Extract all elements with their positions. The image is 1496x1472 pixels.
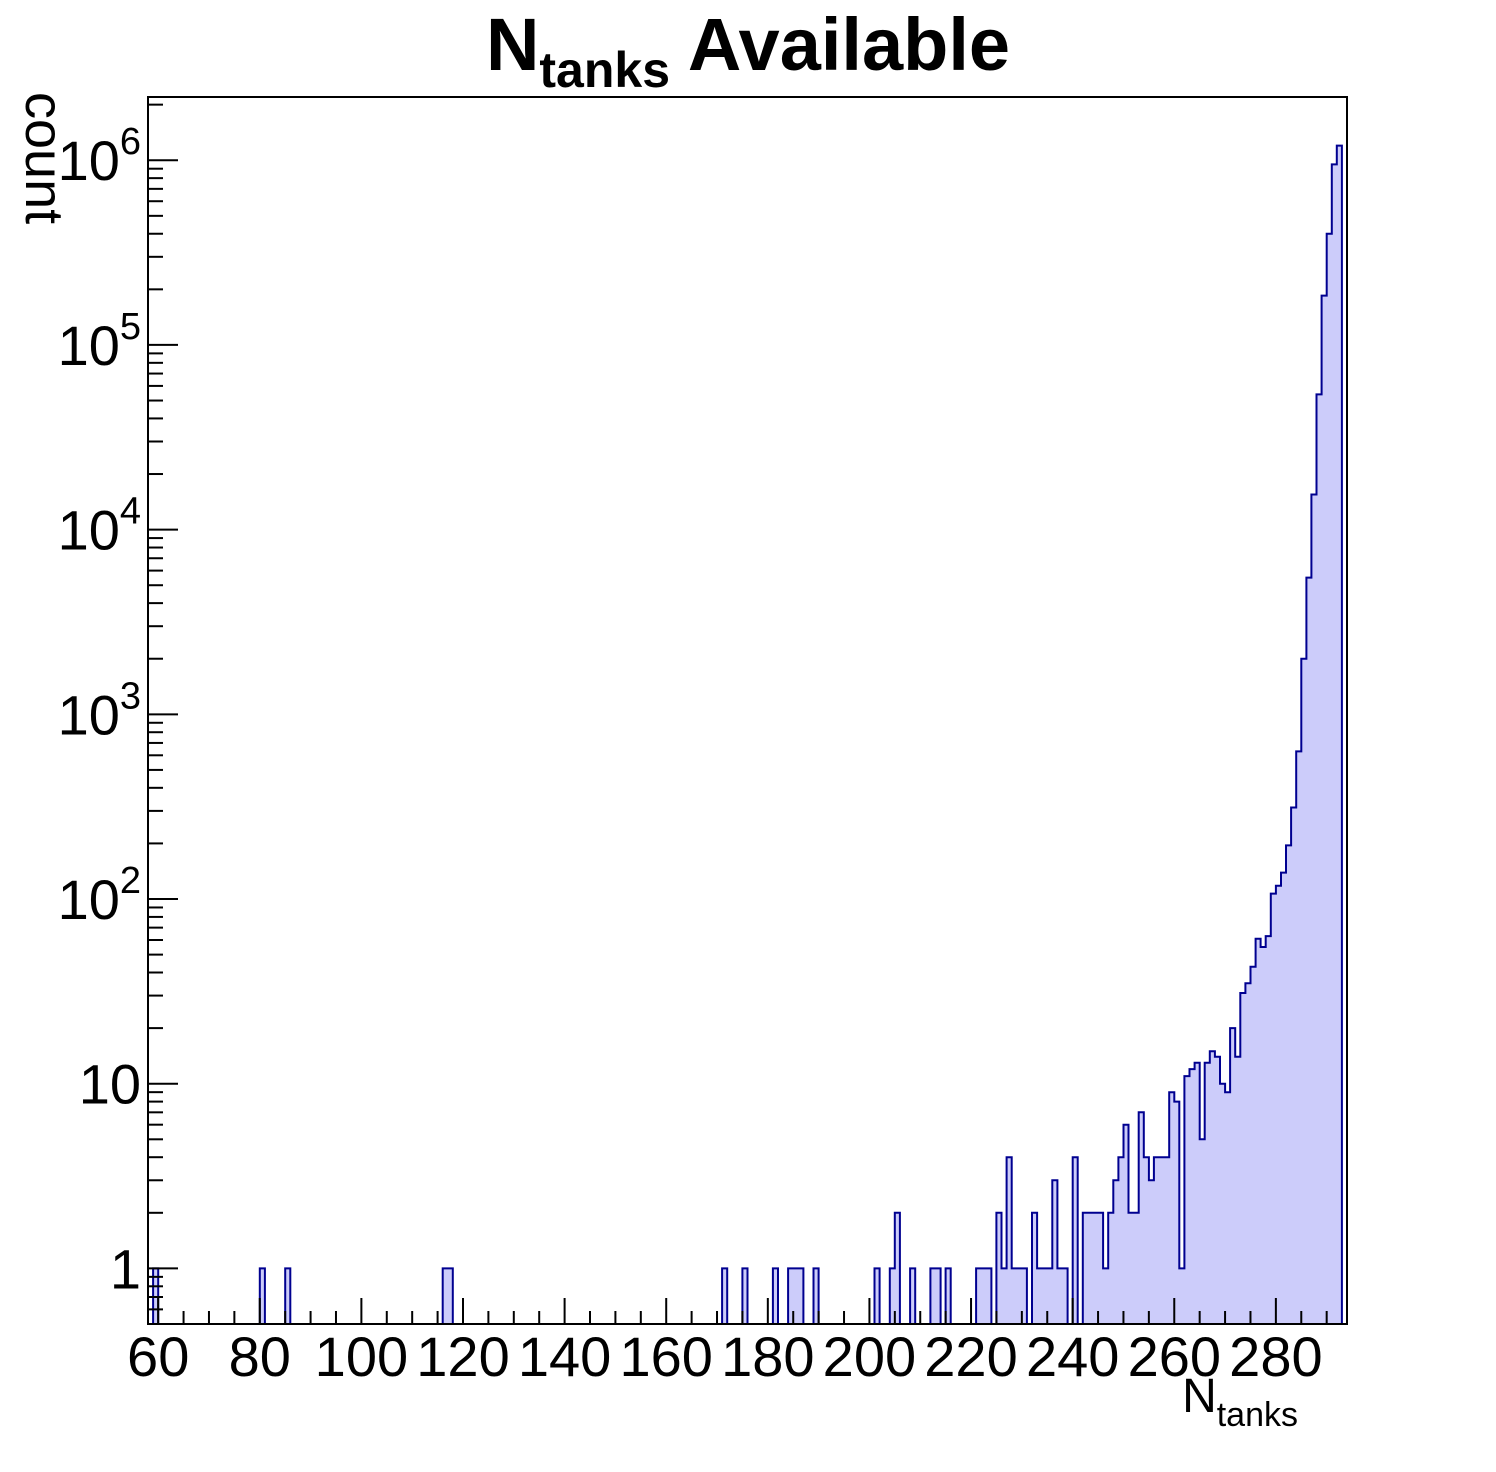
chart-title: Ntanks Available — [486, 3, 1010, 98]
svg-text:10: 10 — [79, 1053, 141, 1116]
histogram-series — [148, 144, 1347, 1325]
y-tick-labels: 1 10 102 103 104 105 106 — [58, 121, 141, 1300]
x-axis-title: Ntanks — [1182, 1370, 1298, 1434]
svg-text:220: 220 — [924, 1325, 1017, 1388]
svg-text:160: 160 — [619, 1325, 712, 1388]
svg-text:105: 105 — [58, 306, 141, 377]
svg-text:280: 280 — [1229, 1325, 1322, 1388]
svg-text:180: 180 — [721, 1325, 814, 1388]
svg-text:1: 1 — [110, 1237, 141, 1300]
svg-text:106: 106 — [58, 121, 141, 192]
svg-text:120: 120 — [416, 1325, 509, 1388]
axis-ticks — [148, 103, 1328, 1324]
plot-frame — [147, 96, 1348, 1325]
x-tick-labels: 60 80 100 120 140 160 180 200 220 240 260 280 — [127, 1325, 1323, 1388]
svg-text:103: 103 — [58, 675, 141, 746]
svg-text:260: 260 — [1128, 1325, 1221, 1388]
svg-text:140: 140 — [518, 1325, 611, 1388]
svg-text:60: 60 — [127, 1325, 189, 1388]
svg-text:100: 100 — [315, 1325, 408, 1388]
svg-text:240: 240 — [1026, 1325, 1119, 1388]
svg-text:102: 102 — [58, 860, 141, 931]
svg-text:200: 200 — [823, 1325, 916, 1388]
y-axis-title: count — [14, 92, 74, 224]
svg-text:104: 104 — [58, 491, 141, 562]
svg-text:80: 80 — [229, 1325, 291, 1388]
